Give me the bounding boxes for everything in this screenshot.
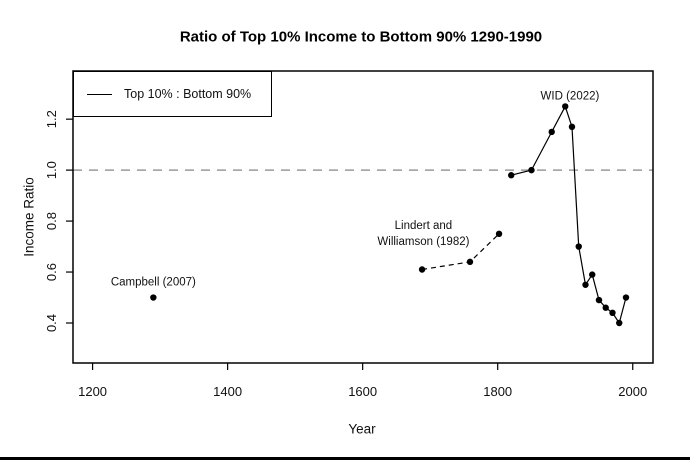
x-tick-label: 1200 bbox=[78, 384, 107, 399]
data-point bbox=[528, 166, 535, 174]
data-point bbox=[562, 103, 569, 110]
x-axis-title: Year bbox=[348, 421, 376, 437]
y-axis-title: Income Ratio bbox=[21, 177, 37, 257]
data-point bbox=[466, 258, 474, 266]
data-point bbox=[616, 319, 623, 327]
data-point bbox=[150, 294, 157, 301]
data-point bbox=[418, 266, 426, 273]
data-point bbox=[602, 304, 609, 311]
data-point bbox=[582, 281, 589, 288]
y-tick-label: 1.0 bbox=[44, 161, 59, 179]
data-point bbox=[508, 172, 515, 179]
legend: Top 10% : Bottom 90% bbox=[73, 71, 272, 117]
y-tick-label: 1.2 bbox=[44, 110, 59, 128]
y-tick-label: 0.6 bbox=[44, 263, 59, 281]
x-tick-label: 1800 bbox=[483, 384, 512, 399]
y-tick-label: 0.8 bbox=[44, 212, 59, 230]
x-tick-label: 2000 bbox=[618, 384, 647, 399]
x-tick-label: 1400 bbox=[213, 384, 242, 399]
legend-label: Top 10% : Bottom 90% bbox=[124, 87, 252, 101]
data-point bbox=[622, 294, 630, 301]
data-point bbox=[595, 296, 603, 304]
data-point bbox=[495, 230, 503, 238]
annotation-line: Lindert and bbox=[395, 220, 453, 232]
data-point bbox=[548, 128, 555, 136]
y-tick-label: 0.4 bbox=[44, 314, 59, 332]
annotation-line: Campbell (2007) bbox=[111, 276, 196, 288]
data-point bbox=[589, 271, 596, 278]
annotation-line: WID (2022) bbox=[541, 90, 600, 102]
data-point bbox=[568, 123, 576, 131]
chart-title: Ratio of Top 10% Income to Bottom 90% 12… bbox=[179, 28, 543, 46]
data-point bbox=[575, 243, 582, 250]
plot-canvas: 1200 1400 1600 1800 2000 0.4 0.6 0.8 1.0 1.2 Campb… bbox=[44, 70, 654, 399]
legend-line-sample bbox=[87, 93, 112, 95]
series-line bbox=[511, 104, 627, 325]
window-bottom-edge bbox=[0, 457, 690, 460]
data-point bbox=[609, 309, 616, 317]
x-tick-label: 1600 bbox=[348, 384, 377, 399]
annotation-line: Williamson (1982) bbox=[377, 236, 469, 248]
